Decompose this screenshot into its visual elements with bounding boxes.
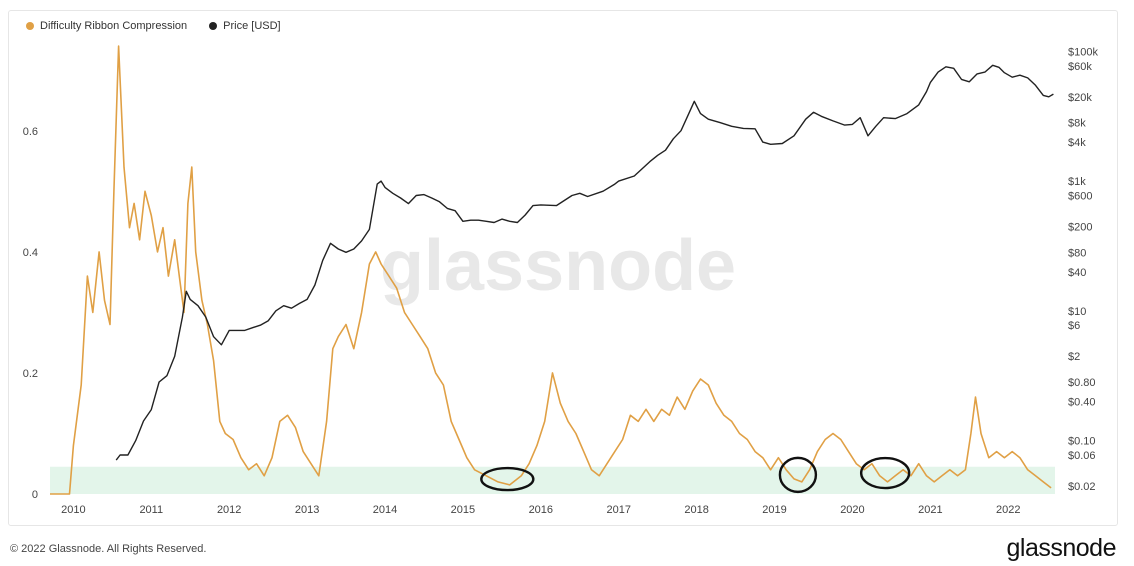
highlight-circle (859, 456, 911, 490)
x-tick-label: 2015 (451, 504, 475, 516)
y-right-tick-label: $80 (1068, 247, 1086, 259)
y-left-tick-label: 0 (32, 489, 38, 501)
x-tick-label: 2020 (840, 504, 864, 516)
x-tick-label: 2012 (217, 504, 241, 516)
y-left-tick-label: 0.2 (23, 368, 38, 380)
watermark: glassnode (380, 226, 736, 306)
y-right-tick-label: $0.02 (1068, 481, 1096, 493)
y-left-tick-label: 0.4 (23, 247, 38, 259)
x-tick-label: 2013 (295, 504, 319, 516)
y-right-tick-label: $1k (1068, 176, 1086, 188)
glassnode-logo: glassnode (1006, 534, 1117, 562)
x-tick-label: 2021 (918, 504, 942, 516)
y-right-tick-label: $0.10 (1068, 436, 1096, 448)
legend: Difficulty Ribbon Compression Price [USD… (26, 20, 281, 32)
chart-frame (8, 10, 1118, 526)
x-tick-label: 2014 (373, 504, 397, 516)
y-right-tick-label: $20k (1068, 92, 1092, 104)
x-tick-label: 2010 (61, 504, 85, 516)
x-tick-label: 2011 (139, 504, 163, 516)
series-line-price (115, 64, 1054, 461)
y-right-tick-label: $6 (1068, 320, 1080, 332)
legend-dot-ribbon (26, 22, 34, 30)
copyright-text: © 2022 Glassnode. All Rights Reserved. (10, 543, 207, 555)
compression-band (50, 466, 1055, 494)
legend-dot-price (209, 22, 218, 30)
y-right-tick-label: $600 (1068, 191, 1092, 203)
y-right-tick-label: $40 (1068, 267, 1086, 279)
y-right-tick-label: $10 (1068, 306, 1086, 318)
y-right-tick-label: $0.80 (1068, 377, 1096, 389)
x-tick-label: 2018 (684, 504, 708, 516)
legend-item-ribbon[interactable]: Difficulty Ribbon Compression (26, 20, 187, 32)
y-right-tick-label: $2 (1068, 351, 1080, 363)
x-tick-label: 2022 (996, 504, 1020, 516)
highlight-circle (480, 466, 535, 492)
x-tick-label: 2019 (762, 504, 786, 516)
y-right-tick-label: $0.06 (1068, 450, 1096, 462)
y-right-tick-label: $100k (1068, 46, 1098, 58)
y-right-tick-label: $4k (1068, 137, 1086, 149)
y-right-tick-label: $60k (1068, 61, 1092, 73)
y-left-tick-label: 0.6 (23, 126, 38, 138)
legend-label-price: Price [USD] (223, 20, 281, 32)
legend-label-ribbon: Difficulty Ribbon Compression (40, 20, 188, 32)
y-right-tick-label: $8k (1068, 118, 1086, 130)
x-tick-label: 2016 (529, 504, 553, 516)
y-right-tick-label: $200 (1068, 221, 1092, 233)
x-tick-label: 2017 (606, 504, 630, 516)
highlight-circle (778, 456, 818, 494)
y-right-tick-label: $0.40 (1068, 397, 1096, 409)
legend-item-price[interactable]: Price [USD] (209, 20, 281, 32)
series-line-ribbon-compression (50, 45, 1052, 495)
